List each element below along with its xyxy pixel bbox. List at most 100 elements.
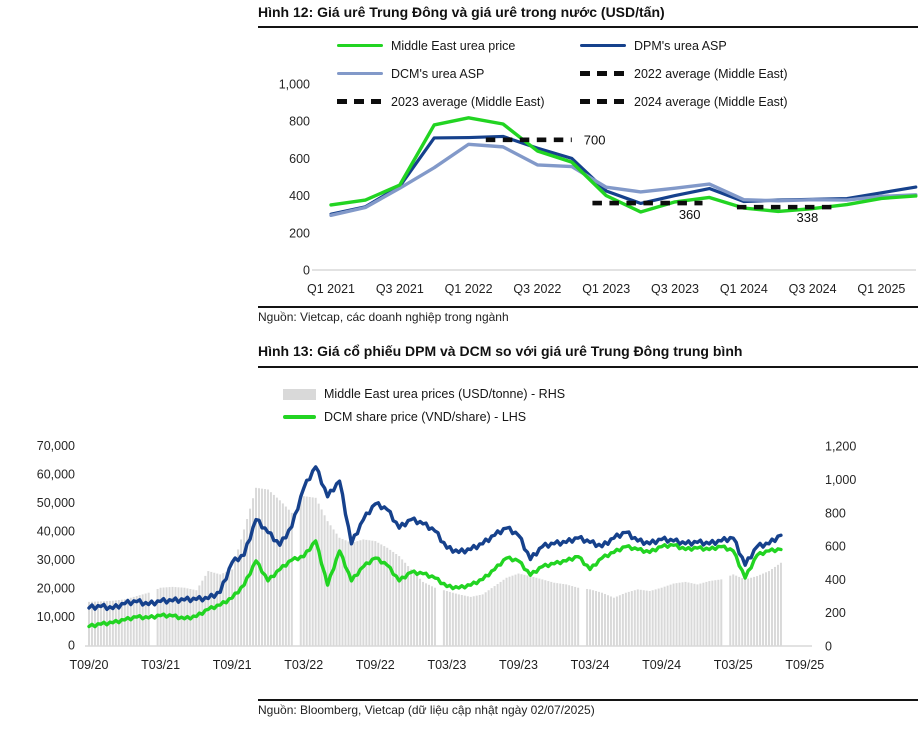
gray-bar-swatch: [283, 388, 316, 400]
legend-item-dcm-urea-asp: DCM's urea ASP: [337, 65, 545, 82]
black-dash-swatch: [580, 71, 626, 76]
urea-bar: [338, 537, 341, 646]
black-dash-swatch: [337, 99, 383, 104]
urea-bar: [759, 574, 762, 646]
urea-bar: [263, 489, 266, 646]
urea-bar: [711, 580, 714, 646]
urea-bar: [356, 541, 359, 646]
urea-bar: [729, 575, 732, 646]
urea-bar: [732, 574, 735, 646]
urea-bar: [266, 489, 269, 646]
figure12-x-tick-label: Q3 2023: [651, 282, 699, 296]
figure12-y-tick-label: 200: [289, 226, 310, 240]
urea-bar: [765, 572, 768, 646]
urea-bar: [672, 583, 675, 646]
urea-bar: [612, 597, 615, 646]
urea-bar: [299, 500, 302, 646]
urea-bar: [511, 575, 514, 646]
urea-bar: [234, 559, 237, 646]
urea-bar: [260, 488, 263, 646]
figure13-source: Nguồn: Bloomberg, Vietcap (dữ liệu cập n…: [258, 703, 595, 717]
urea-bar: [123, 599, 126, 646]
urea-bar: [389, 549, 392, 646]
urea-bar: [490, 588, 493, 646]
figure13-x-tick-label: T09/22: [356, 658, 395, 672]
urea-bar: [630, 591, 633, 646]
urea-bar: [577, 587, 580, 646]
urea-bar: [565, 584, 568, 646]
urea-bar: [571, 586, 574, 646]
series-line-dcm-share-price-vnd-share-lhs: [87, 539, 783, 629]
urea-bar: [544, 580, 547, 646]
urea-bar: [547, 581, 550, 646]
urea-bar: [660, 587, 663, 646]
navy-line-swatch: [580, 43, 626, 48]
figure13-x-tick-label: T03/25: [714, 658, 753, 672]
urea-bar: [335, 533, 338, 646]
urea-bar: [463, 595, 466, 646]
urea-bar: [144, 593, 147, 646]
urea-bar: [308, 496, 311, 646]
urea-bar: [425, 583, 428, 646]
urea-bar: [466, 596, 469, 646]
urea-bar: [624, 592, 627, 646]
figure13-rhs-tick-label: 1,200: [825, 440, 856, 454]
urea-bar: [317, 503, 320, 646]
figure13-lhs-tick-label: 40,000: [37, 525, 75, 539]
urea-bar: [344, 540, 347, 646]
urea-bar: [615, 596, 618, 646]
series-line-dcm-s-urea-asp: [329, 142, 918, 218]
figure12-plot: 0 200 400 600 800 1,000 Q1 2021 Q3 2021 Q1 2022 Q…: [279, 78, 918, 296]
urea-bar: [514, 574, 517, 646]
legend-label: 2023 average (Middle East): [391, 94, 545, 109]
legend-item-2022-average: 2022 average (Middle East): [580, 65, 788, 82]
urea-bar: [410, 569, 413, 646]
urea-bar: [568, 585, 571, 646]
urea-bar: [747, 578, 750, 646]
urea-bar: [135, 596, 138, 646]
figure12-x-tick-label: Q1 2025: [857, 282, 905, 296]
urea-bar: [600, 592, 603, 646]
urea-bar: [499, 581, 502, 646]
urea-bar: [460, 595, 463, 646]
urea-bar: [269, 492, 272, 646]
urea-bar: [114, 600, 117, 646]
urea-bar: [198, 585, 201, 646]
urea-bar: [773, 566, 776, 646]
urea-bar: [407, 566, 410, 646]
legend-label: Middle East urea price: [391, 38, 516, 53]
urea-bar: [392, 551, 395, 646]
figure13-source-rule: [258, 699, 918, 701]
urea-bar: [332, 529, 335, 646]
urea-bar: [329, 525, 332, 646]
urea-bar: [744, 579, 747, 646]
urea-bar: [132, 596, 135, 646]
urea-bar: [642, 590, 645, 646]
urea-bar: [430, 586, 433, 646]
urea-bar: [284, 506, 287, 646]
figure13-x-tick-label: T03/23: [427, 658, 466, 672]
urea-bar: [305, 496, 308, 646]
urea-bar: [666, 585, 669, 646]
urea-bar: [290, 512, 293, 646]
urea-bar: [353, 541, 356, 646]
urea-bar: [362, 539, 365, 646]
urea-bar: [657, 588, 660, 646]
urea-bar: [609, 596, 612, 646]
legend-label: DCM share price (VND/share) - LHS: [324, 410, 527, 424]
figure13-rhs-tick-label: 800: [825, 506, 846, 520]
urea-bar: [120, 599, 123, 646]
urea-bar: [129, 597, 132, 646]
urea-bar: [383, 546, 386, 646]
urea-bar: [493, 586, 496, 646]
urea-bar: [416, 575, 419, 646]
urea-bar: [374, 541, 377, 646]
urea-bar: [708, 581, 711, 646]
urea-bar: [669, 584, 672, 646]
urea-bar: [523, 574, 526, 646]
green-line-swatch: [283, 415, 316, 419]
figure13-x-tick-label: T03/24: [571, 658, 610, 672]
urea-bar: [648, 591, 651, 646]
urea-bar: [750, 577, 753, 646]
urea-bar: [717, 579, 720, 646]
